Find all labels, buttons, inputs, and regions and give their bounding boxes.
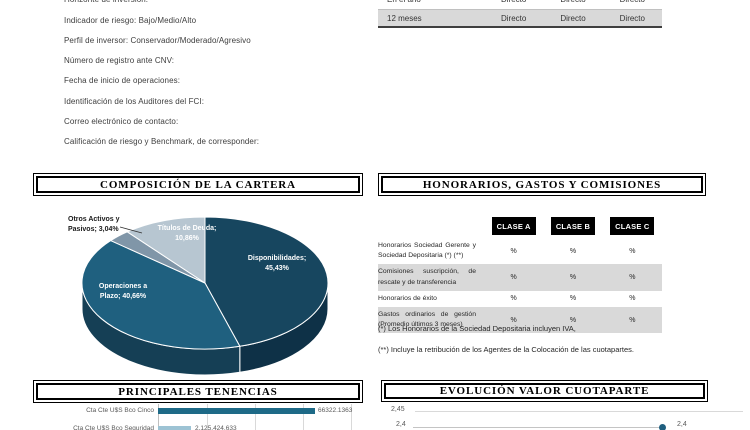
section-title-text: HONORARIOS, GASTOS Y COMISIONES [422, 178, 662, 191]
y-axis-line [158, 404, 159, 430]
gridline [415, 411, 743, 412]
data-point [659, 424, 666, 430]
y-tick-label: 2,45 [391, 406, 405, 413]
cell-value: % [510, 295, 517, 303]
cell-value: Directo [543, 0, 602, 4]
section-title-evolucion: EVOLUCIÓN VALOR CUOTAPARTE [381, 380, 708, 402]
row-label: Gastos ordinarios de gestión (Promedio ú… [378, 310, 476, 329]
cell-value: Directo [484, 0, 543, 4]
cell-value: % [569, 295, 577, 303]
table-row: Comisiones suscripción, de rescate y de … [378, 264, 662, 291]
pie-slice-label: 45,43% [265, 265, 290, 272]
section-title-composicion: COMPOSICIÓN DE LA CARTERA [33, 173, 363, 196]
section-title-tenencias: PRINCIPALES TENENCIAS [33, 380, 363, 403]
gridline [303, 404, 304, 430]
footnote-agentes: (**) Incluye la retribución de los Agent… [378, 345, 634, 354]
section-title-text: PRINCIPALES TENENCIAS [118, 385, 278, 398]
pie-chart: Títulos de Deuda; 10,86% Disponibilidade… [68, 216, 329, 376]
cell-value: Directo [619, 13, 645, 23]
cell-value: Directo [500, 13, 527, 23]
gridline [255, 404, 256, 430]
section-title-text: EVOLUCIÓN VALOR CUOTAPARTE [439, 385, 650, 397]
cell-value: % [629, 316, 636, 324]
bar-value-label: 2.125.424.633 [195, 425, 237, 430]
pie-slice-label: Títulos de Deuda; [158, 225, 217, 232]
cell-value: % [629, 295, 636, 303]
info-line-registro: Número de registro ante CNV: [64, 56, 175, 65]
pie-slice-label: Disponibilidades; [248, 255, 306, 262]
table-row: Honorarios Sociedad Gerente y Sociedad D… [378, 238, 662, 264]
clase-b-header: CLASE B [550, 217, 595, 235]
footnote-iva: (*) Los Honorarios de la Sociedad Deposi… [378, 324, 576, 333]
info-line-perfil: Perfil de inversor: Conservador/Moderado… [64, 36, 251, 45]
pie-slice-label: Operaciones a [99, 283, 147, 290]
row-label: 12 meses [387, 13, 422, 23]
row-label: Honorarios de éxito [378, 294, 437, 302]
series-line [413, 427, 661, 428]
section-title-text: COMPOSICIÓN DE LA CARTERA [100, 178, 296, 191]
info-line-calificacion: Calificación de riesgo y Benchmark, de c… [64, 137, 260, 146]
cell-value: % [569, 274, 577, 282]
info-line-horizonte: Horizonte de inversión: [64, 0, 148, 4]
info-line-correo: Correo electrónico de contacto: [64, 117, 179, 126]
bar-category-label: Cta Cte U$S Bco Seguridad [73, 425, 154, 430]
cell-value: % [629, 247, 636, 255]
pie-slice-label: Plazo; 40,66% [100, 293, 147, 300]
cell-value: % [569, 316, 577, 324]
data-point-label: 2,4 [677, 421, 687, 428]
holdings-bar-chart: Cta Cte U$S Bco Cinco 66322.1363 Cta Cte… [30, 404, 375, 430]
cell-value: Directo [560, 13, 586, 23]
bar [158, 426, 191, 430]
pie-slice-label: Pasivos; 3,04% [68, 226, 119, 233]
row-label: Comisiones suscripción, de rescate y de … [378, 268, 476, 286]
pie-slice-operaciones [81, 240, 241, 350]
clase-c-header: CLASE C [610, 217, 655, 235]
pie-slice-label: Otros Activos y [68, 216, 120, 223]
cell-value: % [569, 247, 577, 255]
leader-line [119, 226, 143, 234]
row-label: En el año [378, 0, 484, 4]
cell-value: % [510, 316, 517, 324]
bar-value-label: 66322.1363 [318, 407, 353, 414]
clase-a-header: CLASE A [491, 217, 536, 235]
bar [158, 408, 315, 414]
pie-slice-disponibilidades [204, 216, 329, 347]
table-row: 12 meses Directo Directo Directo [378, 9, 662, 28]
nav-line-chart: 2,45 2,4 2,4 [385, 403, 745, 430]
cell-value: % [510, 274, 517, 282]
pie-slice-titulos [126, 216, 206, 284]
cell-value: % [629, 274, 636, 282]
bar-category-label: Cta Cte U$S Bco Cinco [86, 407, 154, 414]
table-row: Honorarios de éxito % % % [378, 291, 662, 307]
table-row: En el año Directo Directo Directo [378, 0, 662, 9]
gridline [351, 404, 352, 430]
gridline [207, 404, 208, 430]
y-tick-label: 2,4 [396, 421, 406, 428]
info-line-indicador: Indicador de riesgo: Bajo/Medio/Alto [64, 16, 197, 25]
row-label: Honorarios Sociedad Gerente y Sociedad D… [378, 242, 476, 260]
info-line-fecha: Fecha de inicio de operaciones: [64, 76, 181, 85]
cell-value: % [510, 247, 517, 255]
section-title-honorarios: HONORARIOS, GASTOS Y COMISIONES [378, 173, 706, 196]
info-line-auditores: Identificación de los Auditores del FCI: [64, 97, 205, 106]
fees-table: CLASE A CLASE B CLASE C Honorarios Socie… [378, 217, 662, 334]
pie-slice-label: 10,86% [175, 235, 200, 242]
fees-header-row: CLASE A CLASE B CLASE C [378, 217, 662, 235]
cell-value: Directo [603, 0, 662, 4]
table-row: Gastos ordinarios de gestión (Promedio ú… [378, 306, 662, 334]
performance-table: En el año Directo Directo Directo 12 mes… [378, 0, 662, 28]
